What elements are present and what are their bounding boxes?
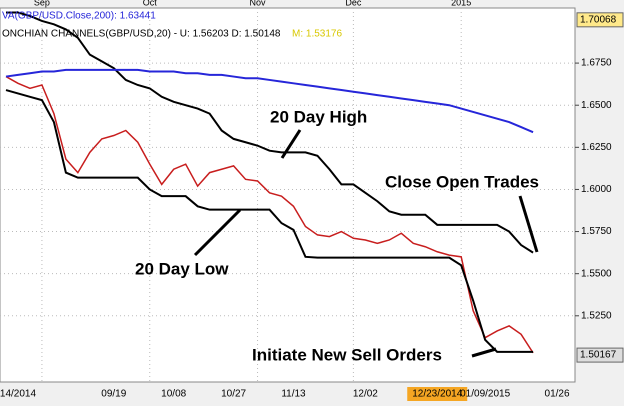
x-tick-label: 01/26 — [545, 389, 570, 400]
legend-middle: M: 1.53176 — [292, 29, 342, 40]
y-tick-label: 1.5500 — [581, 268, 612, 279]
top-tick-label: Nov — [250, 0, 267, 7]
plot-area — [0, 7, 576, 383]
annotation: 20 Day High — [270, 107, 367, 126]
arrow — [280, 129, 302, 159]
price-marker-box — [576, 347, 624, 363]
x-tick-label: 11/13 — [281, 389, 306, 400]
price-marker: 1.50167 — [580, 350, 617, 361]
annotation: 20 Day Low — [135, 259, 229, 278]
top-tick-label: Dec — [345, 0, 362, 7]
highlight — [407, 387, 468, 401]
series-line — [5, 68, 534, 134]
arrow — [471, 347, 497, 358]
price-marker-box — [576, 12, 624, 28]
series-line — [5, 11, 534, 254]
arrow — [518, 195, 539, 253]
annotation: Initiate New Sell Orders — [252, 345, 442, 364]
x-tick-label: 10/27 — [221, 389, 246, 400]
top-tick-label: 2015 — [451, 0, 471, 7]
top-tick-label: Oct — [143, 0, 158, 7]
y-tick-label: 1.6750 — [581, 58, 612, 69]
y-tick-label: 1.6500 — [581, 100, 612, 111]
x-tick-label: 01/09/2015 — [460, 389, 510, 400]
y-tick-label: 1.6250 — [581, 142, 612, 153]
x-tick-label: 14/2014 — [0, 389, 36, 400]
x-tick-label: 12/23/2014 — [412, 389, 462, 400]
series-line — [5, 75, 534, 354]
x-tick-label: 09/19 — [101, 389, 126, 400]
top-tick-label: Sep — [34, 0, 50, 7]
annotation: Close Open Trades — [385, 172, 539, 191]
arrow — [193, 208, 242, 257]
x-tick-label: 12/02 — [353, 389, 378, 400]
y-tick-label: 1.5750 — [581, 226, 612, 237]
legend-sma: VA(GBP/USD.Close,200): 1.63441 — [2, 11, 156, 22]
x-tick-label: 10/08 — [161, 389, 186, 400]
series-line — [5, 89, 534, 353]
y-tick-label: 1.5250 — [581, 310, 612, 321]
legend-donchian: ONCHIAN CHANNELS(GBP/USD,20) - U: 1.5620… — [2, 29, 281, 40]
marks — [5, 11, 534, 354]
price-marker: 1.70068 — [580, 14, 617, 25]
y-tick-label: 1.6000 — [581, 184, 612, 195]
